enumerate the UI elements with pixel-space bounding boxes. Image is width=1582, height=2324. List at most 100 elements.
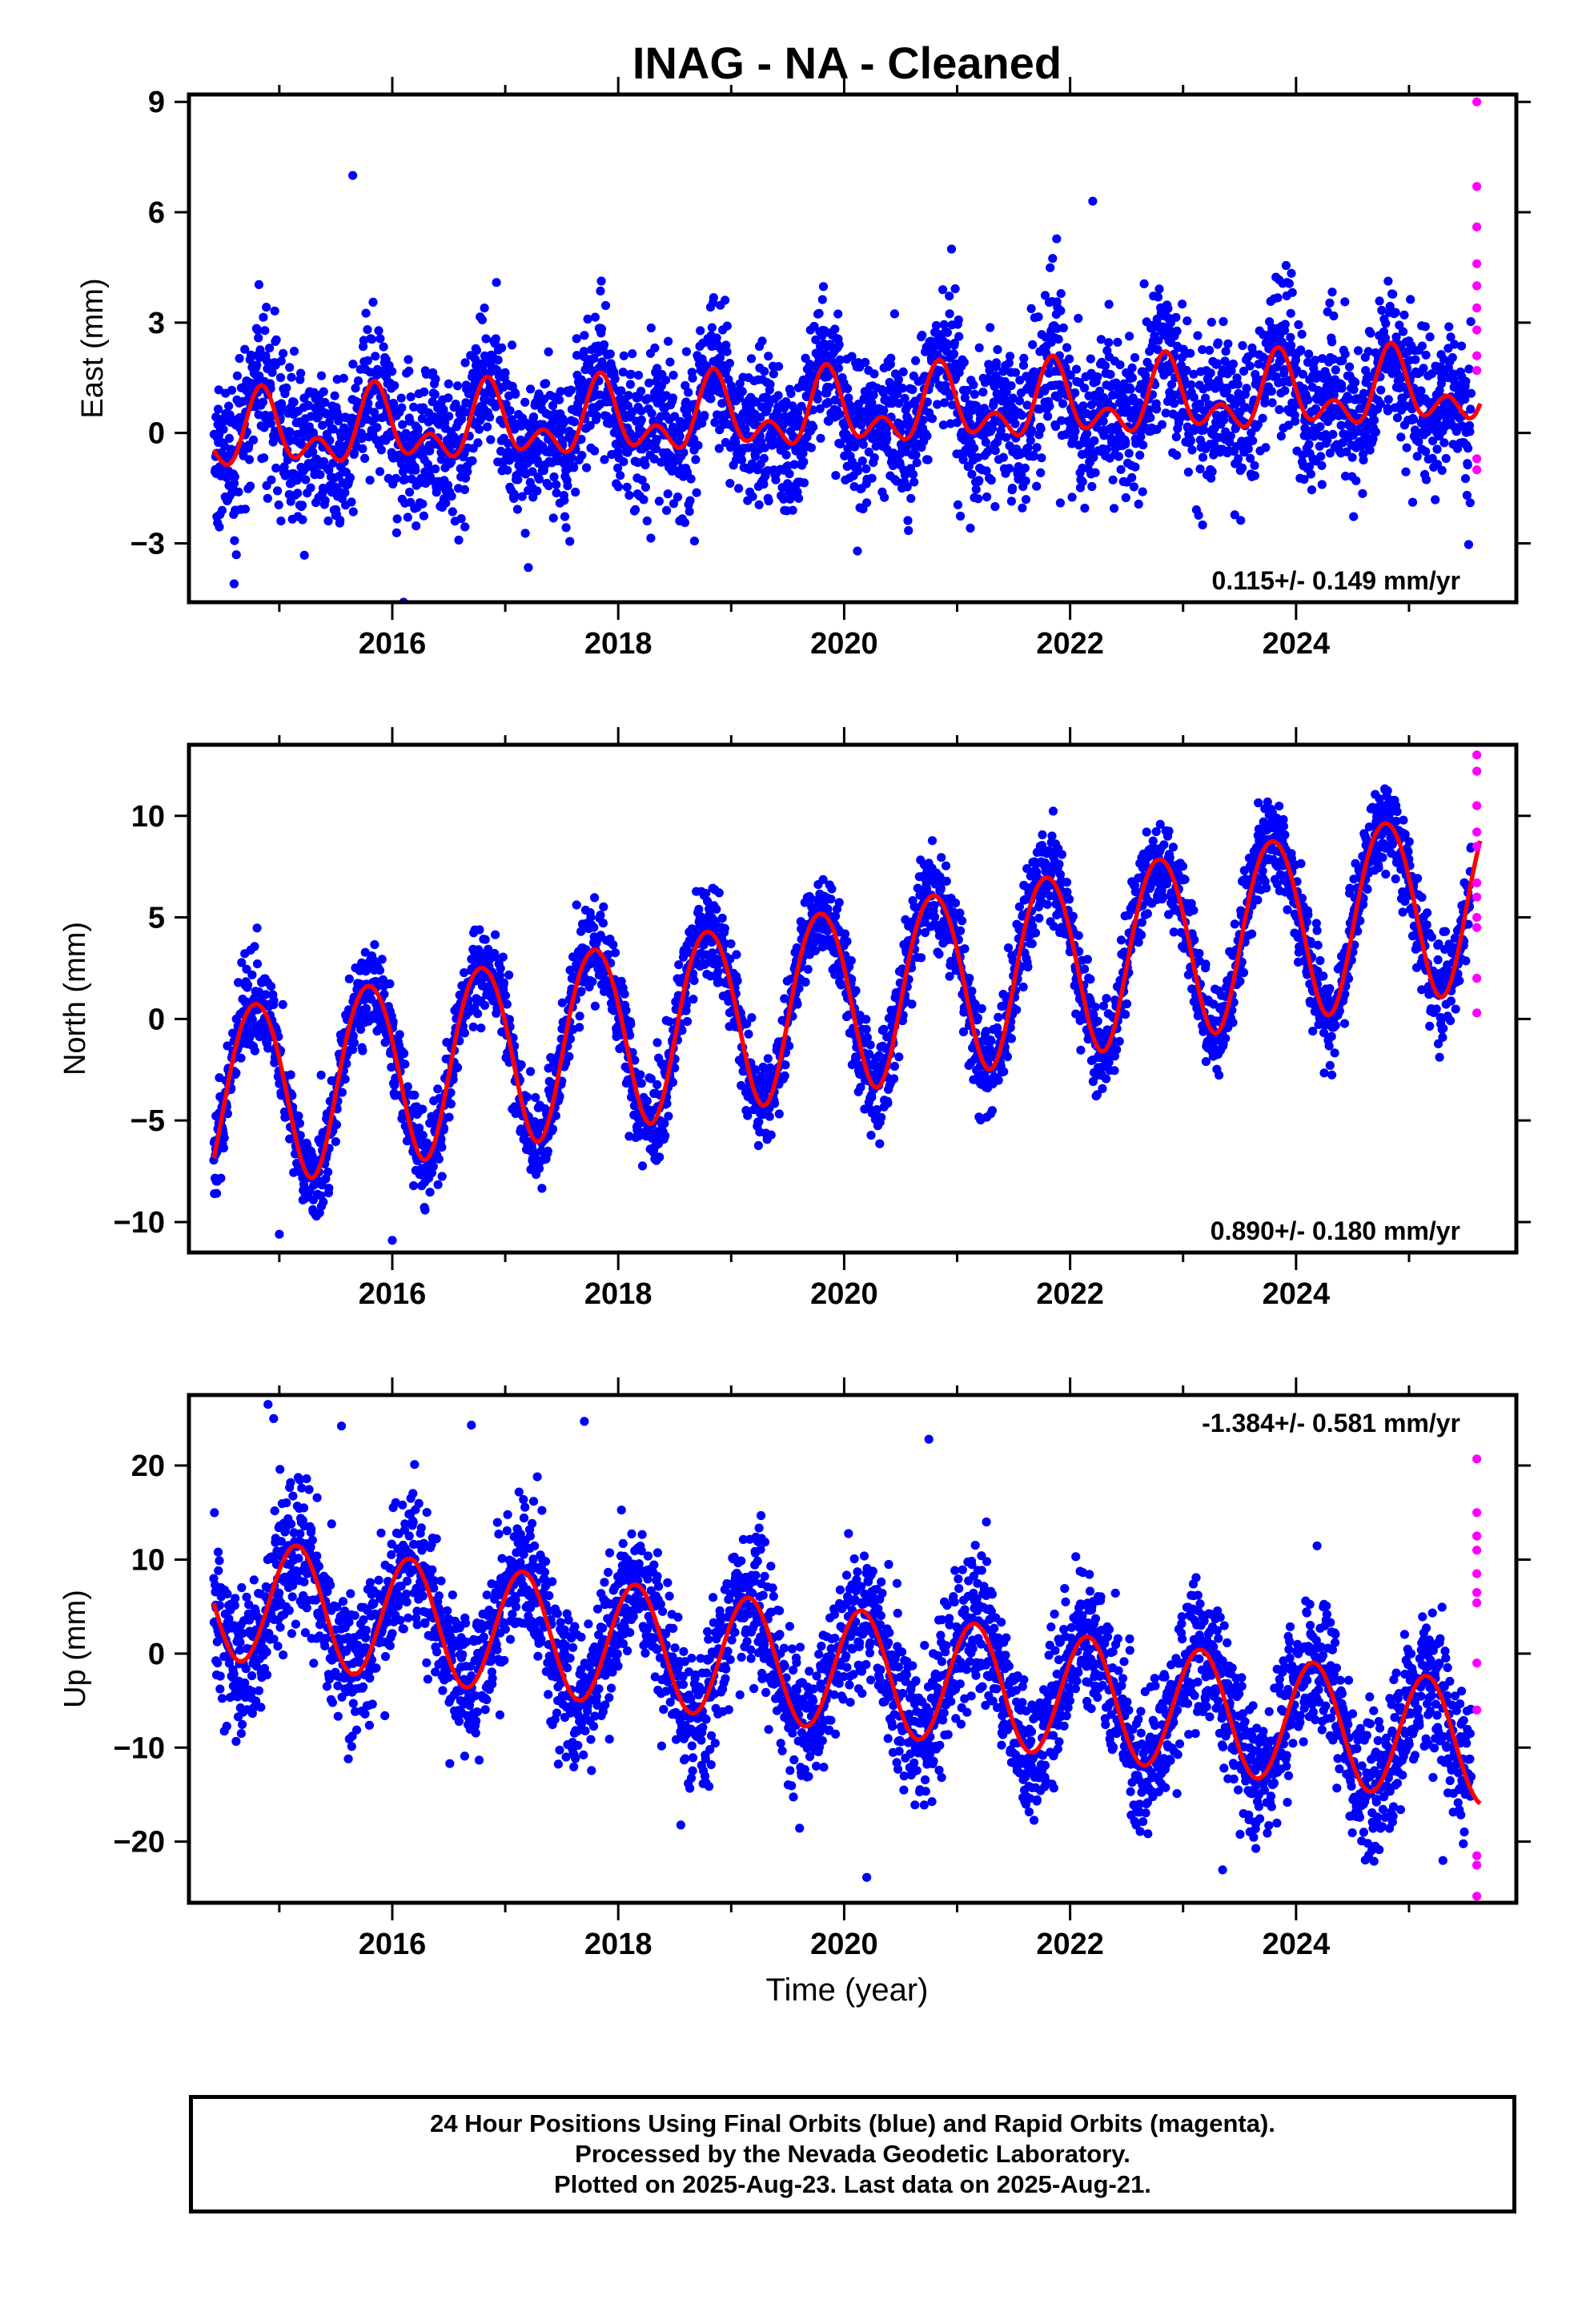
east-final-point (1182, 316, 1192, 326)
east-final-point (1004, 358, 1014, 368)
east-final-point (825, 383, 834, 392)
east-final-point (760, 367, 769, 376)
east-final-point (786, 388, 796, 398)
north-final-point (599, 902, 608, 911)
east-final-point (707, 323, 717, 332)
east-final-point (1383, 395, 1393, 404)
east-final-point (1437, 465, 1447, 476)
east-final-point (871, 441, 881, 451)
east-final-point (403, 513, 412, 522)
east-final-point (1127, 373, 1137, 383)
east-final-point (301, 475, 311, 485)
north-final-point (564, 1051, 574, 1061)
north-final-point (589, 923, 599, 932)
east-final-point (640, 460, 650, 470)
east-final-point (712, 333, 721, 343)
north-final-point (433, 1180, 443, 1189)
north-final-point (436, 1134, 446, 1144)
north-final-point (380, 1038, 390, 1047)
east-final-point (1010, 419, 1020, 428)
east-final-point (1345, 362, 1355, 372)
east-final-point (406, 392, 416, 402)
east-final-point (1130, 462, 1140, 472)
east-final-point (585, 420, 595, 430)
north-final-point (590, 893, 600, 903)
east-final-point (1048, 254, 1058, 263)
east-final-point (624, 490, 634, 501)
east-final-point (906, 493, 916, 504)
east-final-point (849, 442, 860, 452)
east-final-point (1018, 503, 1027, 513)
east-final-point (1186, 436, 1196, 445)
east-final-point (513, 475, 523, 485)
north-final-point (425, 1188, 435, 1197)
east-final-point (286, 497, 295, 506)
east-final-point (1402, 443, 1411, 452)
east-final-point (363, 356, 372, 365)
east-final-point (1205, 345, 1215, 355)
east-final-point (1017, 470, 1026, 480)
east-final-point (372, 423, 382, 432)
east-final-point (297, 501, 307, 510)
east-final-point (1089, 452, 1098, 462)
east-final-point (1127, 363, 1137, 372)
east-final-point (1045, 401, 1054, 411)
east-final-point (1316, 452, 1326, 461)
east-final-point (448, 507, 457, 517)
north-final-point (473, 1009, 483, 1019)
east-final-point (592, 411, 601, 421)
east-final-point (548, 400, 558, 411)
north-final-point (375, 966, 385, 975)
north-final-point (266, 982, 276, 991)
east-final-point (517, 492, 527, 501)
east-final-point (945, 309, 954, 319)
east-final-point (293, 489, 303, 498)
east-final-point (993, 345, 1002, 355)
east-final-point (548, 513, 558, 523)
east-final-point (1006, 497, 1016, 506)
east-final-point (962, 385, 972, 396)
east-final-point (351, 384, 360, 393)
east-final-point (933, 400, 942, 409)
east-final-point (636, 415, 646, 424)
east-final-point (1261, 443, 1271, 452)
east-final-point (1005, 352, 1015, 361)
east-final-point (1138, 487, 1147, 497)
east-final-point (954, 332, 964, 341)
east-final-point (688, 373, 697, 383)
east-final-point (998, 452, 1008, 462)
east-final-point (460, 485, 470, 495)
north-final-point (596, 911, 605, 920)
east-final-point (526, 384, 536, 394)
east-final-point (328, 424, 338, 434)
east-final-point (1307, 485, 1317, 495)
east-final-point (1066, 371, 1075, 380)
east-final-point (534, 474, 544, 484)
north-final-point (452, 1063, 463, 1072)
east-final-point (668, 393, 678, 403)
east-final-point (347, 497, 356, 507)
east-final-point (799, 457, 809, 467)
east-final-point (298, 515, 307, 525)
east-final-point (1388, 289, 1398, 299)
east-final-point (217, 505, 227, 515)
east-final-point (1032, 481, 1042, 491)
east-final-point (567, 452, 576, 463)
east-final-point (1090, 468, 1100, 477)
east-final-point (1046, 263, 1055, 272)
north-final-point (348, 1031, 358, 1041)
north-final-point (468, 1022, 478, 1031)
east-final-point (1253, 420, 1263, 429)
east-final-point (886, 353, 896, 363)
north-final-point (652, 1038, 662, 1047)
east-final-point (1328, 429, 1338, 440)
east-final-point (958, 455, 968, 464)
east-final-point (1026, 425, 1037, 436)
east-final-point (363, 325, 372, 335)
east-final-point (1106, 370, 1115, 380)
north-final-point (565, 1034, 576, 1043)
north-final-point (504, 970, 514, 980)
east-final-point (452, 381, 463, 391)
north-final-point (660, 1119, 669, 1128)
